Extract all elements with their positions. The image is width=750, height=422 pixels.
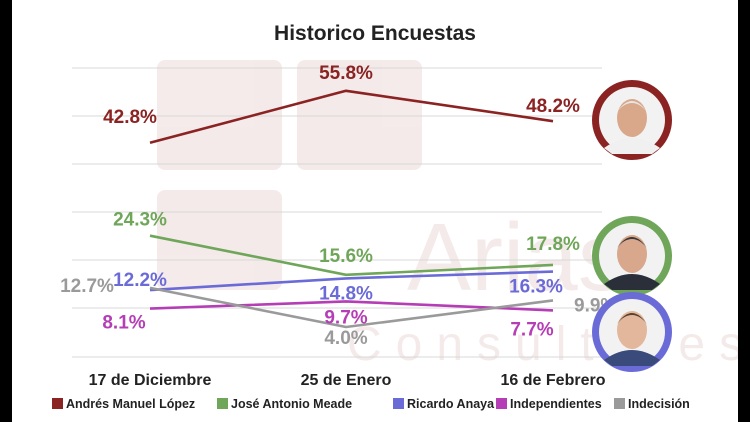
data-label-1-2: 17.8% [526,234,580,255]
avatar-anaya-face [617,311,647,349]
data-label-0-0: 42.8% [103,107,157,128]
x-tick-label-2: 16 de Febrero [501,372,606,389]
watermark: Arias Consultores [157,60,738,371]
avatar-amlo-hair [617,101,647,112]
data-label-2-1: 14.8% [319,283,373,304]
avatar-amlo-face [617,99,647,137]
series-line-4 [149,286,554,329]
data-label-1-1: 15.6% [319,246,373,267]
data-labels: 42.8% 55.8% 48.2% 24.3% 15.6% 17.8% 12.2% 14.8%… [60,63,617,349]
chart-frame: Arias Consultores Historico Encuestas 42… [12,0,738,422]
watermark-text-arias: Arias [407,204,626,311]
data-label-3-2: 7.7% [510,319,553,340]
avatar-amlo-suit [604,138,660,154]
legend-swatch-0 [52,398,63,409]
data-label-0-1: 55.8% [319,63,373,84]
data-label-4-1: 4.0% [324,328,367,349]
series-line-0 [149,89,554,145]
avatar-meade-hair [617,237,647,248]
x-tick-label-0: 17 de Diciembre [89,372,212,389]
data-label-3-1: 9.7% [324,307,367,328]
avatar-anaya-hair [617,313,647,324]
legend: Andrés Manuel López José Antonio Meade Ric… [52,397,690,411]
data-label-0-2: 48.2% [526,96,580,117]
series-group [149,89,554,329]
data-label-2-2: 16.3% [509,277,563,298]
legend-swatch-1 [217,398,228,409]
avatar-amlo [592,80,672,160]
avatar-meade [592,216,672,296]
watermark-block-3 [157,190,282,290]
avatar-anaya-suit [604,350,660,366]
legend-swatch-4 [614,398,625,409]
chart-title: Historico Encuestas [274,22,476,45]
watermark-block-2 [297,60,422,170]
data-label-3-0: 8.1% [102,313,145,334]
line-chart: Arias Consultores Historico Encuestas 42… [52,22,738,411]
watermark-text-consultores: Consultores [347,318,738,371]
x-axis-ticks: 17 de Diciembre 25 de Enero 16 de Febrero [89,372,606,389]
legend-label-0: Andrés Manuel López [66,397,195,411]
avatar-meade-suit [604,274,660,290]
legend-swatch-3 [496,398,507,409]
legend-label-4: Indecisión [628,397,690,411]
data-label-4-0: 12.7% [60,276,114,297]
avatar-meade-face [617,235,647,273]
legend-swatch-2 [393,398,404,409]
series-line-3 [149,300,554,312]
series-line-2 [149,270,554,292]
x-tick-label-1: 25 de Enero [301,372,392,389]
avatar-anaya [592,292,672,372]
watermark-block-1 [157,60,282,170]
series-line-1 [149,234,554,277]
legend-label-1: José Antonio Meade [231,397,352,411]
legend-label-2: Ricardo Anaya [407,397,495,411]
candidate-avatars [592,80,672,372]
legend-label-3: Independientes [510,397,602,411]
data-label-1-0: 24.3% [113,210,167,231]
data-label-2-0: 12.2% [113,270,167,291]
